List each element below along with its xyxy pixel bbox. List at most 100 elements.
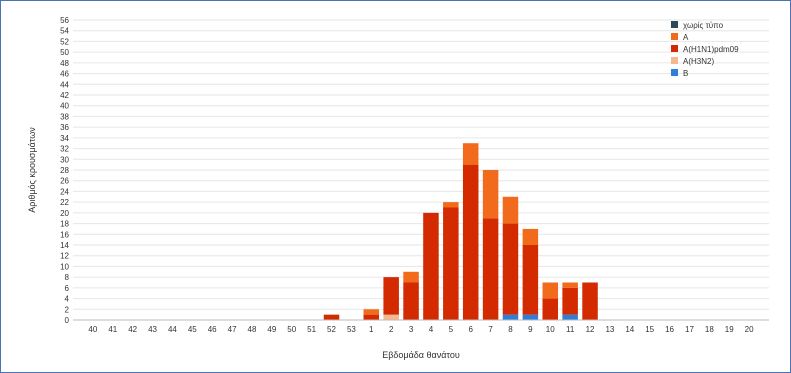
- bar-segment[interactable]: [502, 314, 519, 320]
- x-tick-label: 51: [307, 325, 316, 334]
- bars: [323, 143, 598, 321]
- legend-label[interactable]: A(H1N1)pdm09: [683, 45, 739, 54]
- x-tick-label: 52: [327, 325, 336, 334]
- x-tick-label: 4: [429, 325, 434, 334]
- bar-segment[interactable]: [522, 314, 539, 320]
- y-axis-title: Αριθμός κρουσμάτων: [27, 127, 37, 213]
- bar-segment[interactable]: [522, 228, 539, 245]
- y-tick-label: 24: [60, 187, 69, 196]
- y-tick-label: 22: [60, 198, 69, 207]
- bar-segment[interactable]: [462, 143, 479, 165]
- x-tick-label: 15: [645, 325, 654, 334]
- x-tick-label: 49: [267, 325, 276, 334]
- y-tick-label: 32: [60, 145, 69, 154]
- bar-segment[interactable]: [522, 245, 539, 315]
- bar-segment[interactable]: [562, 282, 578, 288]
- legend-swatch[interactable]: [671, 69, 678, 76]
- bar-segment[interactable]: [363, 314, 380, 320]
- y-tick-label: 16: [60, 230, 69, 239]
- y-tick-label: 20: [60, 209, 69, 218]
- y-tick-label: 34: [60, 134, 69, 143]
- x-tick-label: 18: [705, 325, 714, 334]
- y-tick-label: 18: [60, 220, 69, 229]
- legend-label[interactable]: χωρίς τύπο: [683, 21, 724, 30]
- x-tick-label: 47: [228, 325, 237, 334]
- y-tick-label: 4: [65, 295, 70, 304]
- x-tick-label: 10: [546, 325, 555, 334]
- gridlines: [73, 19, 769, 321]
- x-tick-label: 53: [347, 325, 356, 334]
- legend-swatch[interactable]: [671, 21, 678, 28]
- x-tick-label: 9: [528, 325, 533, 334]
- x-tick-label: 45: [188, 325, 197, 334]
- bar-segment[interactable]: [423, 212, 439, 320]
- y-tick-label: 6: [65, 284, 70, 293]
- x-tick-label: 20: [745, 325, 754, 334]
- bar-segment[interactable]: [383, 314, 399, 320]
- bar-segment[interactable]: [383, 277, 399, 315]
- x-tick-label: 3: [409, 325, 414, 334]
- x-tick-label: 11: [566, 325, 575, 334]
- y-tick-label: 8: [65, 273, 70, 282]
- y-tick-label: 28: [60, 166, 69, 175]
- bar-segment[interactable]: [582, 282, 598, 321]
- x-tick-label: 19: [725, 325, 734, 334]
- y-tick-label: 50: [60, 48, 69, 57]
- x-tick-label: 42: [128, 325, 137, 334]
- x-axis-ticks: 40 41 42 43 44 45 46 47 48 49 50 51 52 53 1 2 3 4 5 6 7 8 9 10 1…: [88, 325, 754, 334]
- x-tick-label: 40: [88, 325, 97, 334]
- bar-segment[interactable]: [502, 223, 519, 315]
- legend-label[interactable]: B: [683, 69, 688, 78]
- y-tick-label: 46: [60, 70, 69, 79]
- bar-segment[interactable]: [482, 218, 499, 320]
- x-tick-label: 14: [625, 325, 634, 334]
- x-tick-label: 2: [389, 325, 394, 334]
- bar-segment[interactable]: [323, 314, 340, 320]
- y-tick-label: 54: [60, 27, 69, 36]
- bar-segment[interactable]: [462, 164, 479, 320]
- bar-segment[interactable]: [403, 282, 419, 321]
- y-tick-label: 10: [60, 262, 69, 271]
- y-tick-label: 38: [60, 112, 69, 121]
- x-tick-label: 7: [488, 325, 493, 334]
- bar-segment[interactable]: [542, 282, 559, 299]
- x-tick-label: 50: [287, 325, 296, 334]
- x-tick-label: 46: [208, 325, 217, 334]
- x-tick-label: 43: [148, 325, 157, 334]
- legend-swatch[interactable]: [671, 45, 678, 52]
- bar-segment[interactable]: [502, 196, 519, 224]
- y-tick-label: 2: [65, 305, 70, 314]
- bar-segment[interactable]: [443, 207, 459, 321]
- y-tick-label: 14: [60, 241, 69, 250]
- y-tick-label: 0: [65, 316, 70, 325]
- y-tick-label: 42: [60, 91, 69, 100]
- bar-segment[interactable]: [542, 298, 559, 320]
- x-tick-label: 1: [369, 325, 374, 334]
- legend-label[interactable]: A: [683, 33, 689, 42]
- legend-swatch[interactable]: [671, 33, 678, 40]
- bar-segment[interactable]: [443, 202, 459, 208]
- y-tick-label: 40: [60, 102, 69, 111]
- y-tick-label: 52: [60, 37, 69, 46]
- bar-segment[interactable]: [482, 170, 499, 219]
- x-tick-label: 13: [605, 325, 614, 334]
- legend-swatch[interactable]: [671, 57, 678, 64]
- y-axis-ticks: 0246810121416182022242628303234363840424…: [60, 16, 69, 325]
- y-tick-label: 48: [60, 59, 69, 68]
- y-tick-label: 12: [60, 252, 69, 261]
- legend-label[interactable]: A(H3N2): [683, 57, 714, 66]
- y-tick-label: 36: [60, 123, 69, 132]
- x-tick-label: 41: [108, 325, 117, 334]
- bar-segment[interactable]: [403, 271, 419, 283]
- legend[interactable]: χωρίς τύπο A A(H1N1)pdm09 A(H3N2) B: [671, 21, 739, 78]
- bar-segment[interactable]: [363, 309, 380, 315]
- bar-segment[interactable]: [562, 314, 578, 320]
- x-axis-title: Εβδομάδα θανάτου: [382, 350, 460, 360]
- x-tick-label: 6: [468, 325, 473, 334]
- bar-segment[interactable]: [562, 287, 578, 315]
- x-tick-label: 16: [665, 325, 674, 334]
- x-tick-label: 5: [449, 325, 454, 334]
- y-tick-label: 56: [60, 16, 69, 25]
